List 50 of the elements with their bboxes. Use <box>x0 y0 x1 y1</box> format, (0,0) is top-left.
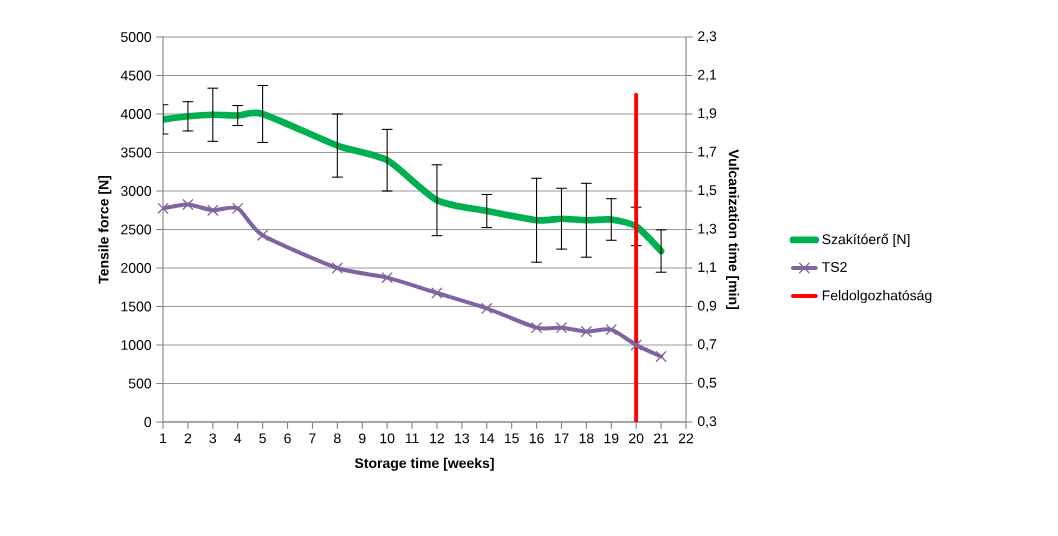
y-tick-label: 0 <box>144 417 152 427</box>
y-axis-title: Tensile force [N] <box>98 175 112 284</box>
x-tick-label: 1 <box>160 433 167 443</box>
x-tick-label: 11 <box>405 433 419 443</box>
x-tick-label: 2 <box>184 433 192 444</box>
x-tick-label: 5 <box>259 433 266 444</box>
y-tick-label: 4000 <box>120 109 152 119</box>
x-tick-label: 8 <box>334 433 341 444</box>
legend-label: Szakítóerő [N] <box>822 233 910 248</box>
y-tick-label: 1500 <box>121 301 152 312</box>
y2-axis-title: Vulcanization time [min] <box>725 149 740 309</box>
x-tick-label: 7 <box>309 433 316 443</box>
y2-tick-label: 1,5 <box>698 185 717 197</box>
x-tick-label: 19 <box>604 433 619 444</box>
x-tick-label: 14 <box>480 433 495 443</box>
x-tick-label: 20 <box>629 433 644 444</box>
x-tick-label: 13 <box>455 433 470 444</box>
y-tick-label: 500 <box>128 378 152 389</box>
y-tick-label: 2000 <box>121 263 152 273</box>
x-tick-label: 4 <box>234 433 242 443</box>
y2-tick-label: 0,7 <box>697 339 717 351</box>
x-tick-label: 6 <box>284 433 291 444</box>
y2-tick-label: 2,1 <box>698 69 717 82</box>
y2-tick-label: 1,7 <box>698 146 717 159</box>
x-axis-title: Storage time [weeks] <box>354 457 494 471</box>
legend-label: TS2 <box>822 262 847 273</box>
y2-tick-label: 0,5 <box>697 377 717 390</box>
y2-tick-label: 1,1 <box>698 262 717 274</box>
y-tick-label: 1000 <box>121 340 152 350</box>
x-tick-label: 21 <box>654 433 669 444</box>
y-tick-label: 2500 <box>121 224 152 235</box>
y-tick-label: 3500 <box>121 147 152 158</box>
y2-tick-label: 0,3 <box>697 416 717 428</box>
legend-label: Feldolgozhatóság <box>822 289 932 304</box>
y2-tick-label: 1,3 <box>698 223 717 236</box>
y2-tick-label: 0,9 <box>697 300 717 313</box>
x-tick-label: 12 <box>430 433 445 444</box>
x-tick-label: 17 <box>554 433 569 443</box>
x-tick-label: 16 <box>529 433 544 444</box>
y-tick-label: 4500 <box>120 70 152 81</box>
y2-tick-label: 2,3 <box>698 31 717 43</box>
x-tick-label: 18 <box>579 433 594 444</box>
x-tick-label: 15 <box>504 433 519 444</box>
x-tick-label: 9 <box>359 433 366 444</box>
x-tick-label: 22 <box>678 433 694 444</box>
x-tick-label: 10 <box>380 433 395 444</box>
y-tick-label: 3000 <box>121 186 152 196</box>
y-tick-label: 5000 <box>121 32 152 42</box>
x-tick-label: 3 <box>209 433 217 444</box>
y2-tick-label: 1,9 <box>698 108 717 120</box>
